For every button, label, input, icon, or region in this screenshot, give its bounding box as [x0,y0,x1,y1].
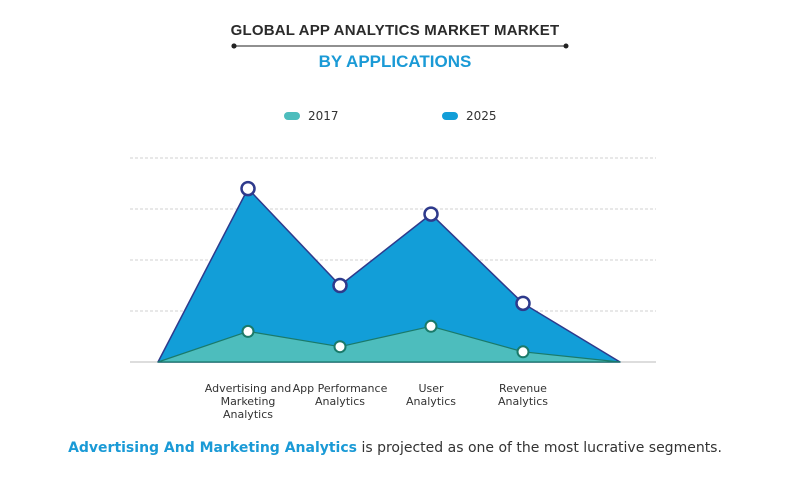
point-2017 [241,324,255,338]
footer-note: Advertising And Marketing Analytics is p… [0,440,790,456]
point-2017 [516,345,530,359]
legend-label-2017: 2017 [308,109,339,123]
title-underline-full [231,43,569,49]
chart-title: GLOBAL APP ANALYTICS MARKET MARKET [230,22,560,39]
footer-text: is projected as one of the most lucrativ… [357,440,722,456]
legend-item-2025: 2025 [442,109,497,123]
point-2017 [424,319,438,333]
x-tick-label: App Performance Analytics [293,382,388,408]
x-tick-label: User Analytics [406,382,456,408]
legend-swatch-2017 [284,112,300,120]
footer-highlight: Advertising And Marketing Analytics [68,440,357,456]
legend-label-2025: 2025 [466,109,497,123]
chart-subtitle: BY APPLICATIONS [318,52,472,71]
x-tick-label: Advertising and Marketing Analytics [205,382,291,421]
point-2025 [515,295,531,312]
point-2025 [423,206,439,222]
x-tick-label: Revenue Analytics [498,382,548,408]
legend-item-2017: 2017 [284,109,339,123]
legend-swatch-2025 [442,112,458,120]
point-2025 [332,277,348,294]
point-2025 [240,180,256,197]
point-2017 [333,340,347,354]
